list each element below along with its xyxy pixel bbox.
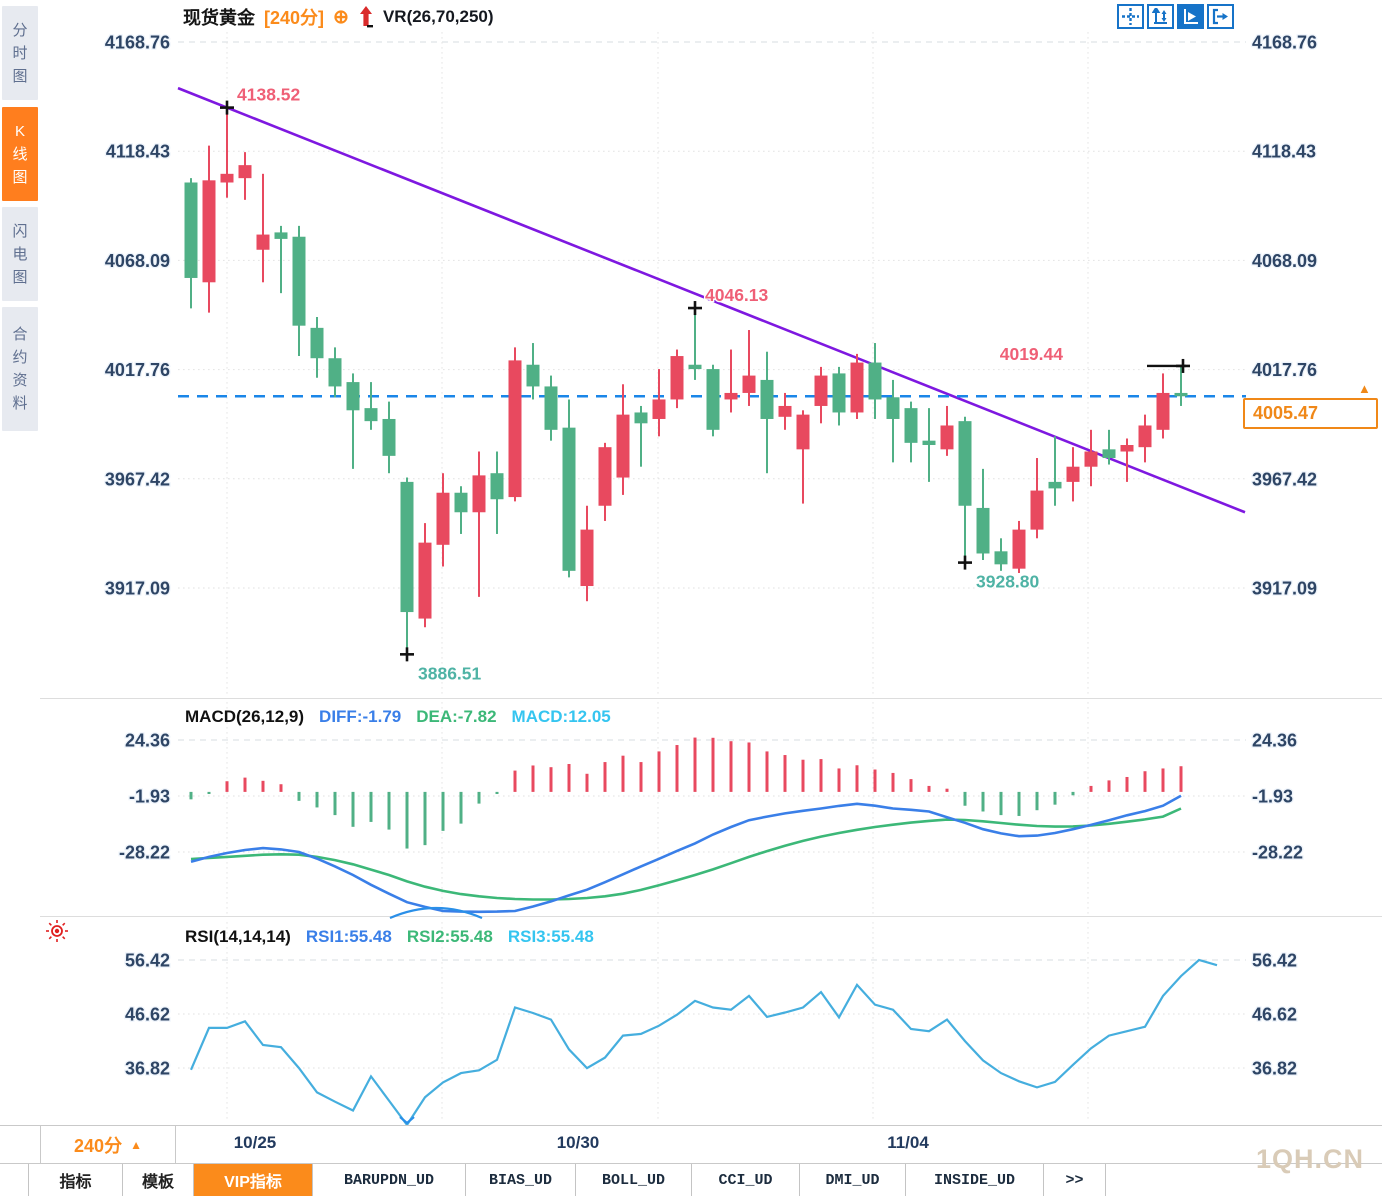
svg-text:3928.80: 3928.80	[976, 572, 1040, 592]
current-price-tag: 4005.47	[1243, 398, 1378, 429]
symbol-name: 现货黄金	[183, 8, 255, 28]
svg-text:4138.52: 4138.52	[237, 85, 301, 105]
svg-text:56.42: 56.42	[125, 951, 170, 971]
svg-text:3967.42: 3967.42	[105, 469, 170, 489]
svg-text:-1.93: -1.93	[1252, 787, 1293, 807]
rsi2-value: RSI2:55.48	[406, 927, 493, 946]
bottom-tab-inside_ud[interactable]: INSIDE_UD	[906, 1164, 1044, 1196]
macd-diff-value: DIFF:-1.79	[319, 707, 402, 726]
svg-text:4118.43: 4118.43	[1252, 142, 1316, 162]
svg-text:46.62: 46.62	[1252, 1005, 1297, 1025]
exit-chart-tool-button[interactable]	[1207, 4, 1234, 29]
macd-panel[interactable]: 24.36 24.36 -1.93 -1.93 -28.22 -28.22	[40, 700, 1382, 917]
chart-header: 现货黄金 [240分] ⊕ VR(26,70,250)	[183, 3, 494, 31]
indicator-tab-bar: 指标 模板 VIP指标 BARUPDN_UD BIAS_UD BOLL_UD CCI_UD D…	[0, 1164, 1382, 1196]
macd-hist-value: MACD:12.05	[511, 707, 611, 726]
indicator-settings-icon	[46, 920, 68, 942]
sidebar-tab-3[interactable]: 闪电图	[2, 207, 38, 301]
svg-text:4046.13: 4046.13	[705, 285, 769, 305]
svg-text:4118.43: 4118.43	[106, 142, 170, 162]
bottom-tab-boll_ud[interactable]: BOLL_UD	[576, 1164, 692, 1196]
svg-text:36.82: 36.82	[125, 1059, 170, 1079]
svg-text:4168.76: 4168.76	[1252, 33, 1317, 53]
bottom-tab-barupdn_ud[interactable]: BARUPDN_UD	[313, 1164, 466, 1196]
date-tick: 10/30	[556, 1133, 600, 1152]
svg-text:36.82: 36.82	[1252, 1059, 1297, 1079]
chevron-down-icon[interactable]	[398, 1115, 416, 1125]
svg-text:-28.22: -28.22	[119, 843, 170, 863]
svg-text:4068.09: 4068.09	[105, 251, 170, 271]
triangle-up-icon: ▲	[130, 1137, 142, 1152]
panel-collapse-handle[interactable]	[388, 904, 484, 920]
panel-divider	[40, 698, 1382, 699]
rsi1-value: RSI1:55.48	[305, 927, 392, 946]
price-up-arrow-icon: ▲	[1358, 381, 1371, 396]
add-indicator-icon[interactable]: ⊕	[333, 6, 349, 28]
sidebar-tab-1[interactable]: 分时图	[2, 6, 38, 100]
panel-divider	[40, 916, 1382, 917]
vr-indicator-label: VR(26,70,250)	[382, 7, 494, 26]
bottom-tab-dmi_ud[interactable]: DMI_UD	[800, 1164, 906, 1196]
svg-text:3917.09: 3917.09	[1252, 579, 1317, 599]
date-tick: 11/04	[887, 1133, 929, 1152]
period-label[interactable]: [240分]	[264, 8, 325, 28]
bottom-tab-[interactable]: 指标	[28, 1164, 123, 1196]
bottom-tab-[interactable]: 模板	[123, 1164, 194, 1196]
bottom-tab-cci_ud[interactable]: CCI_UD	[692, 1164, 800, 1196]
rsi-panel[interactable]: 56.42 56.42 46.62 46.62 36.82 36.82	[40, 917, 1382, 1125]
rsi-readout: RSI(14,14,14) RSI1:55.48 RSI2:55.48 RSI3…	[185, 927, 594, 947]
rsi-label: RSI(14,14,14)	[185, 927, 291, 946]
svg-text:-1.93: -1.93	[129, 787, 170, 807]
svg-text:4017.76: 4017.76	[1252, 360, 1317, 380]
svg-text:24.36: 24.36	[1252, 731, 1297, 751]
macd-readout: MACD(26,12,9) DIFF:-1.79 DEA:-7.82 MACD:…	[185, 707, 611, 727]
watermark: 1QH.CN	[1256, 1144, 1365, 1174]
macd-dea-value: DEA:-7.82	[416, 707, 497, 726]
macd-label: MACD(26,12,9)	[185, 707, 305, 726]
red-up-arrow-icon	[358, 5, 374, 29]
time-axis-row: 240分 ▲ 10/25 10/30 11/04	[0, 1125, 1382, 1164]
timeframe-selector[interactable]: 240分 ▲	[40, 1126, 176, 1163]
svg-text:4017.76: 4017.76	[105, 360, 170, 380]
svg-text:46.62: 46.62	[125, 1005, 170, 1025]
current-price-value: 4005.47	[1253, 403, 1319, 423]
bottom-tab->>[interactable]: >>	[1044, 1164, 1106, 1196]
svg-text:24.36: 24.36	[125, 731, 170, 751]
svg-text:4019.44: 4019.44	[1000, 344, 1064, 364]
svg-text:3886.51: 3886.51	[418, 663, 482, 683]
rsi3-value: RSI3:55.48	[507, 927, 594, 946]
svg-text:3967.42: 3967.42	[1252, 469, 1317, 489]
svg-text:4068.09: 4068.09	[1252, 251, 1317, 271]
axis-play-tool-button[interactable]	[1177, 4, 1204, 29]
bottom-tab-vip[interactable]: VIP指标	[194, 1164, 313, 1196]
svg-text:-28.22: -28.22	[1252, 843, 1303, 863]
crosshair-tool-button[interactable]	[1117, 4, 1144, 29]
bottom-tab-bias_ud[interactable]: BIAS_UD	[466, 1164, 576, 1196]
chart-toolbar	[1117, 4, 1234, 29]
svg-text:4168.76: 4168.76	[105, 33, 170, 53]
axis-scale-tool-button[interactable]	[1147, 4, 1174, 29]
svg-text:3917.09: 3917.09	[105, 579, 170, 599]
date-tick: 10/25	[233, 1133, 277, 1152]
sidebar-tab-4[interactable]: 合约资料	[2, 307, 38, 431]
svg-text:56.42: 56.42	[1252, 951, 1297, 971]
timeframe-value: 240分	[74, 1135, 123, 1156]
candlestick-chart[interactable]: 4138.52 4046.13 4019.44 3928.80 3886.51 4168.…	[40, 0, 1382, 700]
